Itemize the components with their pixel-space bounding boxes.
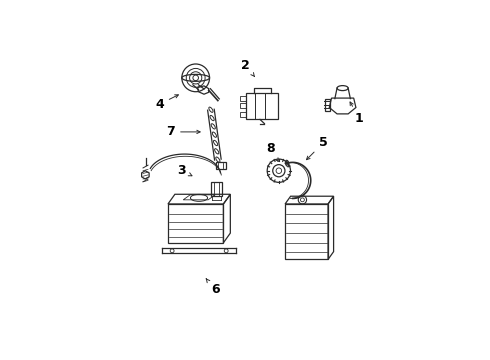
Bar <box>240 96 246 102</box>
Bar <box>285 204 328 260</box>
Text: 3: 3 <box>177 164 192 177</box>
Bar <box>246 93 278 120</box>
Text: 2: 2 <box>241 59 254 77</box>
Text: 4: 4 <box>155 95 178 111</box>
Text: 8: 8 <box>266 142 278 162</box>
Text: 6: 6 <box>206 279 220 296</box>
Text: 7: 7 <box>167 125 200 138</box>
Bar <box>240 103 246 108</box>
Bar <box>168 204 223 243</box>
Bar <box>324 99 330 111</box>
Bar <box>240 112 246 117</box>
Bar <box>211 182 222 196</box>
Text: 1: 1 <box>350 102 364 125</box>
Text: 5: 5 <box>307 136 328 160</box>
